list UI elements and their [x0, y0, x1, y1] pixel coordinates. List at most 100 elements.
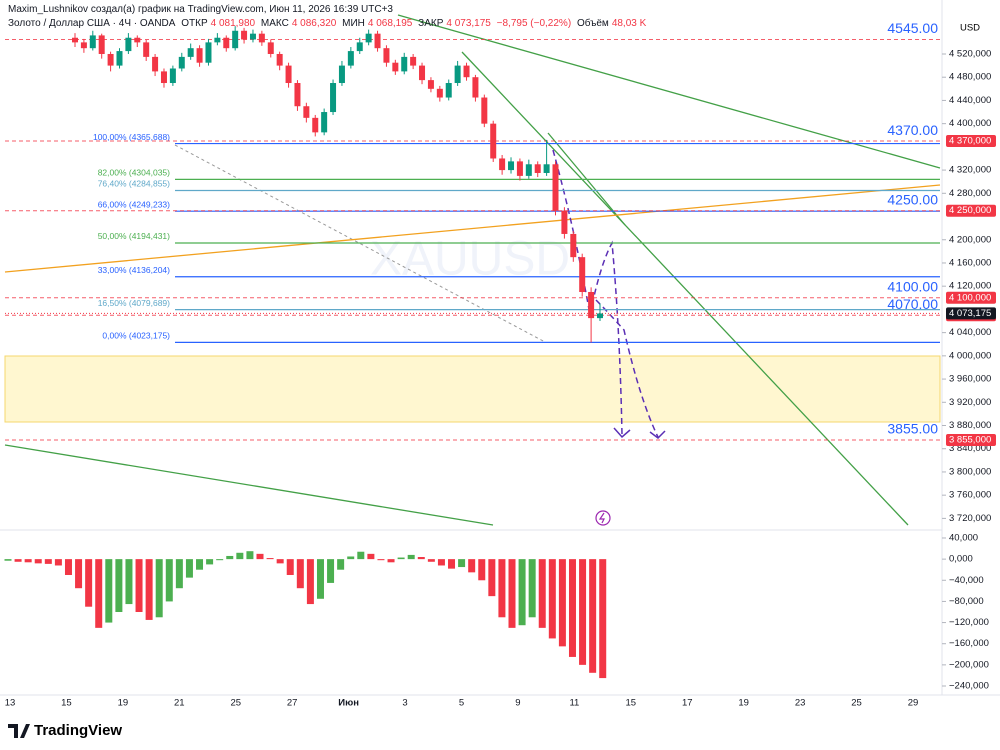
candle-body	[347, 51, 354, 66]
candle-body	[160, 71, 167, 84]
histogram-bar	[306, 559, 314, 605]
y-tick-label: 4 400,000	[949, 118, 991, 129]
fib-label: 66,00% (4249,233)	[98, 199, 170, 209]
histogram-bar	[538, 559, 546, 628]
histogram-bar	[105, 559, 113, 623]
candle-body	[410, 56, 417, 66]
level-label: 4370.00	[887, 122, 938, 138]
price-box	[946, 135, 996, 148]
price-box	[946, 291, 996, 304]
y-tick-label: −120,000	[949, 617, 989, 628]
y-tick-label: 3 720,000	[949, 513, 991, 524]
candle-body	[196, 48, 203, 63]
x-tick-label: 25	[851, 698, 862, 709]
candle-body	[401, 56, 408, 72]
candle-body	[445, 83, 452, 98]
trend-line	[461, 51, 909, 526]
y-tick-label: 3 840,000	[949, 443, 991, 454]
price-box-label: 4 370,000	[949, 136, 991, 147]
ohlc-label: МАКС	[260, 18, 289, 29]
histogram-bar	[155, 559, 163, 618]
histogram-bar	[427, 559, 435, 562]
level-label: 4250.00	[887, 191, 938, 207]
y-tick-label: 4 160,000	[949, 257, 991, 268]
candle-body	[481, 97, 488, 124]
ohlc-value: 4 068,195	[367, 18, 413, 29]
projection-arrow	[595, 299, 659, 438]
candle-body	[561, 210, 568, 234]
candle-body	[285, 65, 292, 84]
candle-body	[80, 42, 87, 49]
current-price-box	[946, 307, 996, 320]
histogram-bar	[387, 559, 395, 563]
histogram-bar	[286, 559, 294, 575]
candle-body	[98, 35, 105, 54]
ohlc-label: ОТКР	[181, 18, 208, 29]
histogram-bar	[175, 559, 183, 589]
candle-body	[267, 42, 274, 54]
histogram-bar	[316, 559, 324, 599]
y-tick-label: 4 040,000	[949, 327, 991, 338]
y-tick-label: 3 800,000	[949, 466, 991, 477]
candle-body	[579, 257, 586, 292]
candle-body	[72, 37, 78, 43]
candle-body	[374, 33, 381, 49]
x-tick-label: 3	[402, 698, 407, 709]
candle-body	[534, 164, 541, 173]
x-tick-label: 15	[61, 698, 72, 709]
ohlc-line: Золото / Доллар США · 4Ч · OANDA ОТКР 4 0…	[8, 17, 649, 31]
histogram-bar	[206, 559, 214, 565]
zone	[4, 355, 941, 423]
histogram-bar	[236, 552, 244, 560]
candle-body	[152, 56, 159, 72]
candle-body	[472, 77, 479, 98]
histogram-bar	[599, 559, 607, 679]
candle-body	[499, 158, 506, 171]
candle-body	[588, 291, 595, 319]
y-tick-label: 3 760,000	[949, 490, 991, 501]
candle-body	[508, 161, 515, 171]
histogram-bar	[256, 553, 264, 560]
histogram-bar	[44, 559, 52, 564]
x-tick-label: 17	[682, 698, 693, 709]
histogram-bar	[145, 559, 153, 620]
trend-line	[4, 444, 494, 526]
histogram-bar	[548, 559, 556, 639]
histogram-bar	[296, 559, 304, 589]
histogram-bar	[246, 551, 254, 560]
histogram-bar	[34, 559, 42, 564]
fib-label: 100,00% (4365,688)	[93, 132, 170, 142]
histogram-bar	[458, 559, 466, 568]
trend-line	[397, 14, 941, 169]
histogram-bar	[216, 559, 224, 561]
histogram-bar	[14, 559, 22, 562]
histogram-bar	[347, 556, 355, 560]
histogram-bar	[226, 555, 234, 560]
histogram-bar	[417, 557, 425, 560]
ohlc-label: МИН	[342, 18, 365, 29]
candle-body	[543, 164, 550, 173]
histogram-bar	[75, 559, 83, 589]
candle-body	[134, 37, 141, 43]
candle-body	[241, 30, 248, 40]
x-tick-label: 27	[287, 698, 298, 709]
histogram-bar	[327, 559, 335, 583]
histogram-bar	[266, 558, 274, 560]
candle-body	[330, 83, 337, 113]
candle-body	[383, 48, 390, 63]
y-tick-label: −240,000	[949, 681, 989, 692]
histogram-bar	[488, 559, 496, 597]
histogram-bar	[508, 559, 516, 628]
candle-body	[597, 313, 603, 319]
author-line: Maxim_Lushnikov создал(а) график на Trad…	[8, 4, 393, 15]
price-box-label: 3 855,000	[949, 435, 991, 446]
watermark: XAUUSD	[370, 233, 570, 286]
ohlc-value: 4 086,320	[291, 18, 337, 29]
price-box-label: 4 100,000	[949, 292, 991, 303]
y-tick-label: 4 480,000	[949, 72, 991, 83]
volume-label: Объём	[576, 18, 609, 29]
histogram-bar	[407, 554, 415, 560]
y-tick-label: 4 120,000	[949, 281, 991, 292]
candle-body	[125, 37, 132, 52]
